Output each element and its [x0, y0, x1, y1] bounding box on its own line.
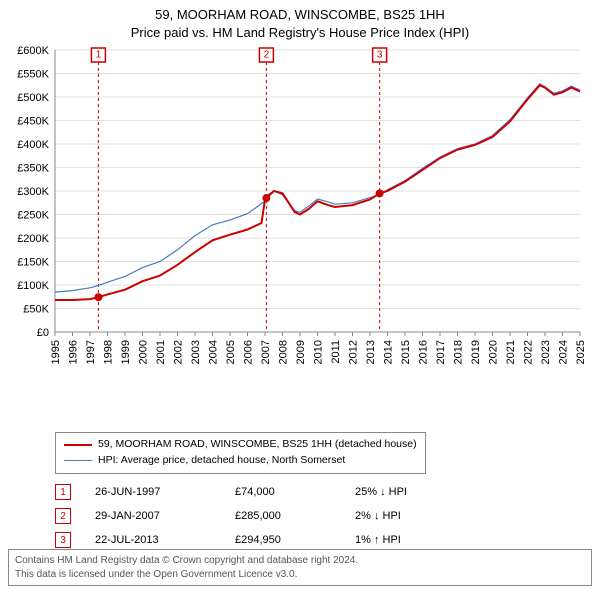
- transaction-row: 2 29-JAN-2007 £285,000 2% ↓ HPI: [55, 504, 475, 528]
- svg-text:2009: 2009: [295, 340, 307, 364]
- legend: 59, MOORHAM ROAD, WINSCOMBE, BS25 1HH (d…: [55, 432, 426, 474]
- svg-text:1999: 1999: [120, 340, 132, 364]
- svg-text:£450K: £450K: [17, 116, 49, 128]
- svg-text:2011: 2011: [330, 340, 342, 364]
- svg-text:2013: 2013: [365, 340, 377, 364]
- svg-text:£100K: £100K: [17, 280, 49, 292]
- transaction-idx: 1: [55, 484, 71, 500]
- svg-text:2017: 2017: [435, 340, 447, 364]
- footer-line-2: This data is licensed under the Open Gov…: [15, 568, 585, 582]
- legend-label-property: 59, MOORHAM ROAD, WINSCOMBE, BS25 1HH (d…: [98, 437, 417, 453]
- svg-text:2001: 2001: [155, 340, 167, 364]
- legend-row-property: 59, MOORHAM ROAD, WINSCOMBE, BS25 1HH (d…: [64, 437, 417, 453]
- transaction-date: 26-JUN-1997: [95, 486, 235, 498]
- svg-text:2014: 2014: [382, 340, 394, 364]
- svg-text:2006: 2006: [242, 340, 254, 364]
- transaction-price: £74,000: [235, 486, 355, 498]
- svg-text:2019: 2019: [470, 340, 482, 364]
- transaction-price: £294,950: [235, 534, 355, 546]
- svg-text:1996: 1996: [67, 340, 79, 364]
- svg-text:£0: £0: [37, 327, 49, 339]
- svg-text:£550K: £550K: [17, 69, 49, 81]
- svg-text:2002: 2002: [172, 340, 184, 364]
- footer-line-1: Contains HM Land Registry data © Crown c…: [15, 554, 585, 568]
- legend-swatch-property: [64, 444, 92, 446]
- title-block: 59, MOORHAM ROAD, WINSCOMBE, BS25 1HH Pr…: [0, 0, 600, 42]
- svg-text:1: 1: [96, 50, 102, 61]
- svg-text:2004: 2004: [207, 340, 219, 364]
- transaction-delta: 1% ↑ HPI: [355, 534, 475, 546]
- svg-text:£250K: £250K: [17, 210, 49, 222]
- svg-text:£600K: £600K: [17, 45, 49, 57]
- svg-text:£350K: £350K: [17, 163, 49, 175]
- transaction-idx: 3: [55, 532, 71, 548]
- chart-svg: £0£50K£100K£150K£200K£250K£300K£350K£400…: [55, 50, 585, 380]
- chart-area: £0£50K£100K£150K£200K£250K£300K£350K£400…: [55, 50, 585, 380]
- transaction-delta: 25% ↓ HPI: [355, 486, 475, 498]
- svg-text:1995: 1995: [50, 340, 62, 364]
- svg-text:2012: 2012: [347, 340, 359, 364]
- chart-container: 59, MOORHAM ROAD, WINSCOMBE, BS25 1HH Pr…: [0, 0, 600, 590]
- transactions-table: 1 26-JUN-1997 £74,000 25% ↓ HPI 2 29-JAN…: [55, 480, 475, 552]
- svg-text:£500K: £500K: [17, 92, 49, 104]
- svg-text:£150K: £150K: [17, 257, 49, 269]
- svg-text:2024: 2024: [557, 340, 569, 364]
- svg-text:2020: 2020: [487, 340, 499, 364]
- footer: Contains HM Land Registry data © Crown c…: [8, 549, 592, 586]
- title-line-1: 59, MOORHAM ROAD, WINSCOMBE, BS25 1HH: [0, 6, 600, 24]
- transaction-price: £285,000: [235, 510, 355, 522]
- svg-text:2: 2: [264, 50, 270, 61]
- legend-swatch-hpi: [64, 460, 92, 461]
- transaction-delta: 2% ↓ HPI: [355, 510, 475, 522]
- transaction-date: 22-JUL-2013: [95, 534, 235, 546]
- svg-text:2003: 2003: [190, 340, 202, 364]
- svg-text:2022: 2022: [522, 340, 534, 364]
- svg-text:1998: 1998: [102, 340, 114, 364]
- svg-text:2010: 2010: [312, 340, 324, 364]
- title-line-2: Price paid vs. HM Land Registry's House …: [0, 24, 600, 42]
- svg-text:2008: 2008: [277, 340, 289, 364]
- transaction-row: 1 26-JUN-1997 £74,000 25% ↓ HPI: [55, 480, 475, 504]
- legend-row-hpi: HPI: Average price, detached house, Nort…: [64, 453, 417, 469]
- transaction-date: 29-JAN-2007: [95, 510, 235, 522]
- svg-text:3: 3: [377, 50, 383, 61]
- svg-text:2007: 2007: [260, 340, 272, 364]
- svg-text:1997: 1997: [85, 340, 97, 364]
- svg-text:2000: 2000: [137, 340, 149, 364]
- svg-text:2005: 2005: [225, 340, 237, 364]
- svg-text:£200K: £200K: [17, 233, 49, 245]
- legend-label-hpi: HPI: Average price, detached house, Nort…: [98, 453, 345, 469]
- svg-text:£400K: £400K: [17, 139, 49, 151]
- svg-text:£300K: £300K: [17, 186, 49, 198]
- svg-text:2018: 2018: [452, 340, 464, 364]
- transaction-idx: 2: [55, 508, 71, 524]
- svg-text:2016: 2016: [417, 340, 429, 364]
- svg-text:2015: 2015: [400, 340, 412, 364]
- svg-text:£50K: £50K: [23, 304, 49, 316]
- svg-text:2023: 2023: [540, 340, 552, 364]
- svg-text:2021: 2021: [505, 340, 517, 364]
- svg-text:2025: 2025: [575, 340, 587, 364]
